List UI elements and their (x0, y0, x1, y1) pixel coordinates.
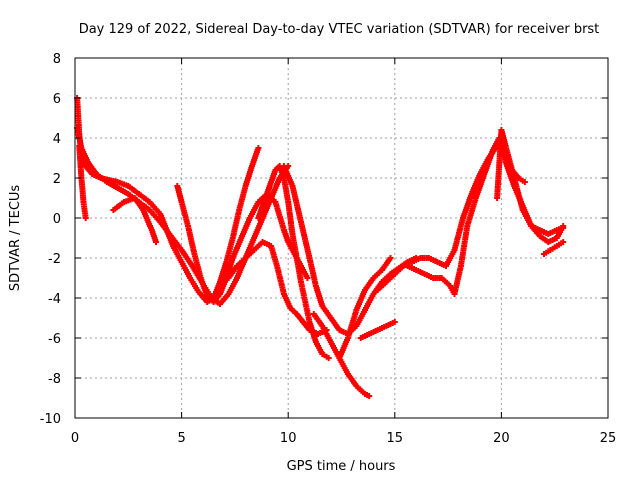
y-tick-label: -6 (48, 332, 61, 347)
y-tick-label: -2 (48, 252, 61, 267)
series-arc-8 (280, 163, 420, 337)
series-arc-7 (255, 163, 332, 361)
chart-title: Day 129 of 2022, Sidereal Day-to-day VTE… (79, 22, 600, 37)
y-tick-label: -4 (48, 292, 61, 307)
y-tick-label: -8 (48, 372, 61, 387)
series-arc-4 (110, 195, 159, 245)
y-tick-label: 6 (53, 92, 61, 107)
y-axis-label: SDTVAR / TECUs (8, 185, 23, 292)
grid (75, 58, 608, 418)
x-tick-label: 20 (493, 431, 510, 446)
y-tick-label: 2 (53, 172, 61, 187)
x-tick-label: 5 (177, 431, 185, 446)
x-tick-label: 25 (600, 431, 617, 446)
series-arc-9 (310, 311, 373, 399)
x-tick-label: 0 (71, 431, 79, 446)
series-arc-3 (76, 143, 89, 221)
y-axis-ticks: -10 -8 -6 -4 -2 0 2 4 6 8 (40, 52, 608, 427)
series-arc-6 (217, 239, 330, 337)
plot-frame (74, 57, 609, 419)
y-tick-label: 4 (53, 132, 61, 147)
x-tick-label: 10 (280, 431, 297, 446)
x-axis-ticks: 0 5 10 15 20 25 (71, 58, 616, 446)
series-arc-13 (404, 135, 567, 297)
series-arc-14 (494, 127, 528, 201)
y-tick-label: 8 (53, 52, 61, 67)
series-arc-15 (541, 239, 567, 257)
series-arc-10 (336, 255, 394, 361)
series-layer (74, 95, 567, 399)
y-tick-label: 0 (53, 212, 61, 227)
x-axis-label: GPS time / hours (287, 459, 396, 474)
series-arc-11 (357, 319, 398, 341)
x-tick-label: 15 (387, 431, 404, 446)
y-tick-label: -10 (40, 412, 61, 427)
